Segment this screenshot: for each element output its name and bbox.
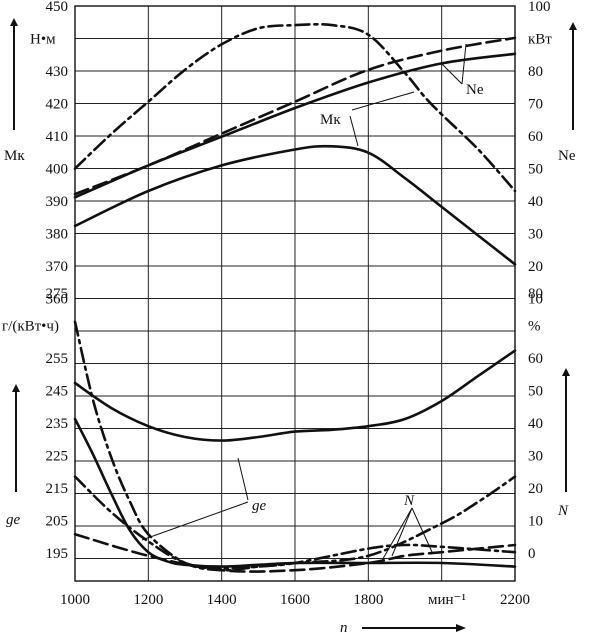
tick-label-mk: 380 xyxy=(46,227,69,243)
tick-label-ne: 20 xyxy=(528,259,543,275)
annotation-n: N xyxy=(403,493,415,509)
arrow-mk-head xyxy=(10,18,18,26)
axis-label-n: N xyxy=(557,503,569,519)
tick-label-x: 2200 xyxy=(500,592,530,608)
series-line-0 xyxy=(73,144,517,266)
axis-label-ge: gе xyxy=(6,512,21,528)
tick-label-mk: 400 xyxy=(46,162,69,178)
tick-label-n: 80 xyxy=(528,286,543,302)
annotation-ne: Nе xyxy=(466,82,484,98)
tick-label-ne: 30 xyxy=(528,227,543,243)
tick-label-x: 1200 xyxy=(133,592,163,608)
arrow-ge-head xyxy=(12,384,20,392)
axis-label-ne: Nе xyxy=(558,148,576,164)
tick-label-ge: 215 xyxy=(46,481,69,497)
tick-label-n: 50 xyxy=(528,384,543,400)
leader-ne xyxy=(441,43,467,85)
tick-label-ge: 275 xyxy=(46,286,69,302)
unit-ne: кВт xyxy=(528,32,552,48)
tick-label-n: 30 xyxy=(528,449,543,465)
tick-label-ne: 10 xyxy=(528,292,543,308)
plot-frame xyxy=(74,5,516,582)
tick-label-mk: 430 xyxy=(46,64,69,80)
arrow-ne-head xyxy=(569,22,577,30)
axis-label-x: n xyxy=(340,620,348,636)
tick-label-mk: 390 xyxy=(46,194,69,210)
tick-label-ne: 70 xyxy=(528,97,543,113)
arrow-n-x-head xyxy=(456,624,466,632)
annotation-mk: Mк xyxy=(320,112,341,128)
unit-n: % xyxy=(528,319,541,335)
tick-label-x: 1000 xyxy=(60,592,90,608)
tick-label-ge: 225 xyxy=(46,449,69,465)
curves xyxy=(73,22,517,573)
tick-label-ge: 205 xyxy=(46,514,69,530)
tick-label-x: 1600 xyxy=(280,592,310,608)
tick-label-mk: 450 xyxy=(46,0,69,15)
tick-label-ne: 60 xyxy=(528,129,543,145)
tick-label-mk: 420 xyxy=(46,97,69,113)
unit-mk: Н•м xyxy=(30,32,56,48)
tick-label-n: 40 xyxy=(528,416,543,432)
tick-label-n: 0 xyxy=(528,546,536,562)
tick-label-ge: 195 xyxy=(46,546,69,562)
arrow-n-head xyxy=(562,368,570,376)
series-line-3 xyxy=(73,22,517,193)
tick-label-n: 20 xyxy=(528,481,543,497)
tick-label-mk: 410 xyxy=(46,129,69,145)
tick-label-x: 1400 xyxy=(207,592,237,608)
axis-labels: Н•м кВт г/(кВт•ч) % мин⁻¹ Mк Nе gе Nn Nе Mк gе N xyxy=(2,18,577,636)
grid xyxy=(74,5,516,581)
leader-ge xyxy=(141,457,249,541)
leader-n xyxy=(379,507,433,565)
tick-label-ne: 40 xyxy=(528,194,543,210)
leader-mk xyxy=(349,91,415,147)
tick-label-mk: 370 xyxy=(46,259,69,275)
unit-ge: г/(кВт•ч) xyxy=(2,319,59,335)
tick-label-ne: 80 xyxy=(528,64,543,80)
tick-label-ge: 235 xyxy=(46,416,69,432)
unit-x: мин⁻¹ xyxy=(428,592,466,608)
series-line-8 xyxy=(73,532,517,573)
annotation-ge: gе xyxy=(252,498,267,514)
tick-label-ne: 100 xyxy=(528,0,551,15)
tick-label-x: 1800 xyxy=(353,592,383,608)
series-line-7 xyxy=(73,475,517,570)
tick-labels: 4504304204104003903803703602752552452352… xyxy=(46,0,551,608)
axis-label-mk: Mк xyxy=(4,148,25,164)
tick-label-n: 10 xyxy=(528,514,543,530)
series-line-2 xyxy=(73,36,517,196)
tick-label-mk: 360 xyxy=(46,292,69,308)
tick-label-n: 60 xyxy=(528,351,543,367)
tick-label-ge: 245 xyxy=(46,384,69,400)
series-line-4 xyxy=(73,349,517,442)
tick-label-ge: 255 xyxy=(46,351,69,367)
tick-label-ne: 50 xyxy=(528,162,543,178)
